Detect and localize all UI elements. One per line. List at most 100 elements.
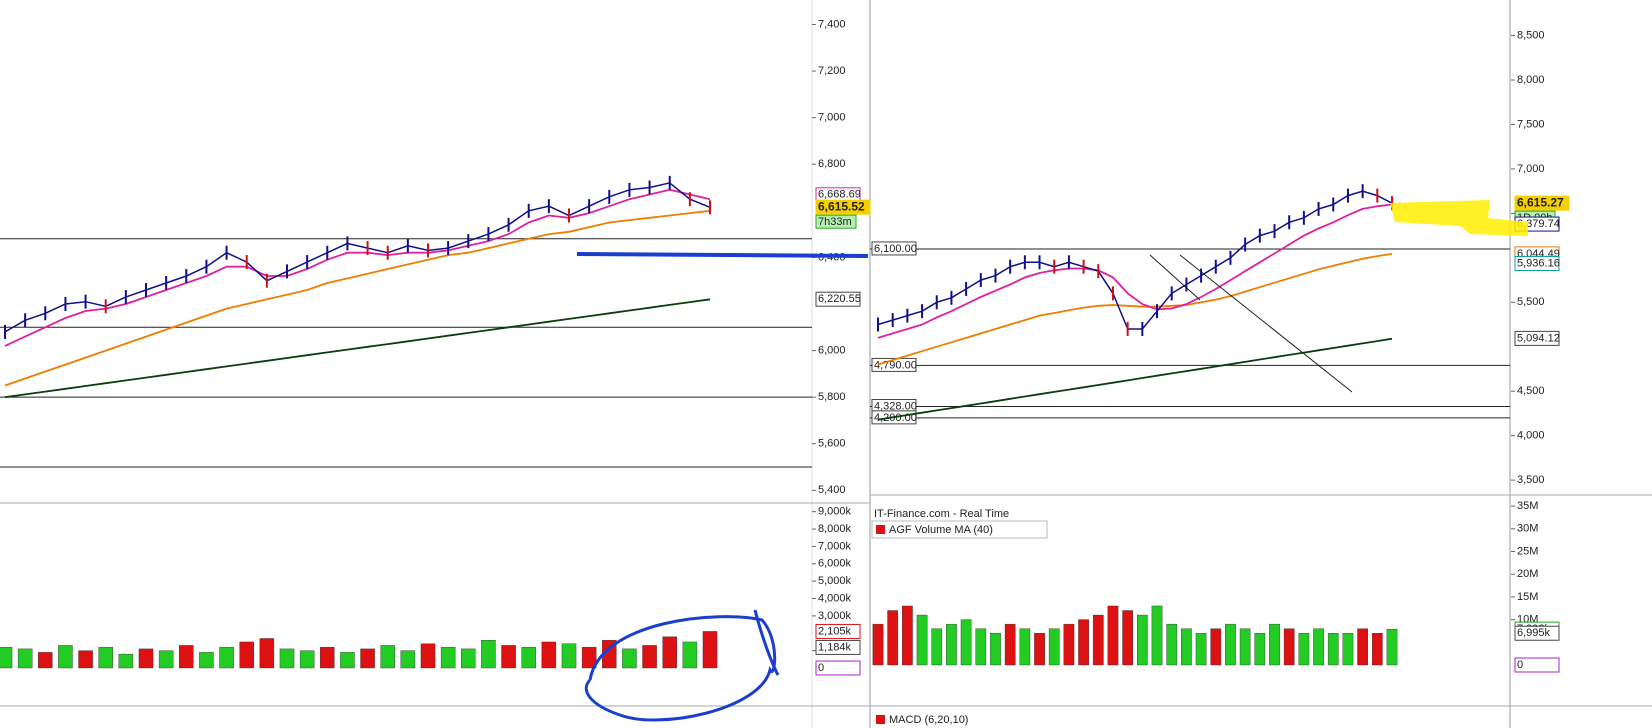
series-line <box>877 190 1393 330</box>
volume-bar <box>1181 628 1192 666</box>
level-label: 6,100.00 <box>874 243 917 255</box>
volume-bar <box>58 645 73 669</box>
volume-bar <box>1137 614 1148 666</box>
series-line <box>4 182 711 333</box>
volume-bar <box>279 648 295 669</box>
volume-bar <box>179 645 194 669</box>
volume-bar <box>1371 633 1383 666</box>
y-tick-label: 5,000k <box>818 575 852 587</box>
volume-bar <box>1063 623 1075 666</box>
volume-bar <box>17 648 33 669</box>
price-tag-box <box>815 660 861 676</box>
volume-title: AGF Volume MA (40) <box>889 524 993 536</box>
y-tick-label: 4,000k <box>818 592 852 604</box>
volume-bar <box>1313 628 1324 666</box>
volume-bar <box>622 648 637 669</box>
volume-bar <box>1004 623 1016 666</box>
volume-bar <box>1166 623 1178 666</box>
volume-bar <box>1386 628 1398 666</box>
price-tag: 5,936.16 <box>1517 257 1560 269</box>
volume-bar <box>400 650 416 669</box>
y-tick-label: 7,500 <box>1517 118 1545 130</box>
volume-bar <box>1078 619 1089 666</box>
timer: 7h33m <box>818 216 852 228</box>
volume-bar <box>259 638 275 669</box>
trend-line <box>1149 254 1201 301</box>
volume-bar <box>1357 628 1368 666</box>
y-tick-label: 30M <box>1517 523 1538 535</box>
y-tick-label: 5,600 <box>818 438 846 450</box>
volume-bar <box>1034 633 1045 666</box>
volume-bar <box>1298 633 1310 666</box>
price-tag: 6,615.27 <box>1517 195 1564 209</box>
series-line <box>4 188 711 347</box>
y-tick-label: 20M <box>1517 568 1538 580</box>
y-tick-label: 7,000 <box>1517 163 1545 175</box>
y-tick-label: 4,500 <box>1517 385 1545 397</box>
volume-bar <box>1239 628 1251 666</box>
volume-bar <box>1342 633 1354 666</box>
price-tag-box <box>1514 195 1570 211</box>
price-tag-box <box>815 623 861 639</box>
volume-bar <box>0 646 13 669</box>
volume-bar <box>916 614 928 666</box>
volume-title-box <box>871 520 1048 539</box>
price-tag: 6,668.69 <box>818 189 861 201</box>
volume-bar <box>931 628 943 666</box>
volume-bar <box>78 650 93 669</box>
y-tick-label: 15M <box>1517 591 1538 603</box>
y-tick-label: 8,000 <box>1517 74 1545 86</box>
y-tick-label: 9,000k <box>818 506 852 518</box>
volume-bar <box>1122 610 1133 666</box>
y-tick-label: 5,800 <box>818 391 846 403</box>
y-tick-label: 6,000k <box>818 558 852 570</box>
source-label: IT-Finance.com - Real Time <box>874 508 1009 520</box>
volume-bar <box>887 610 899 666</box>
y-tick-label: 35M <box>1517 500 1538 512</box>
volume-bar <box>990 633 1001 666</box>
drawn-ellipse <box>584 609 780 722</box>
volume-bar <box>1254 633 1266 666</box>
trend-line <box>1179 254 1353 393</box>
y-tick-label: 3,000k <box>818 610 852 622</box>
drawn-line <box>576 252 869 258</box>
y-tick-label: 8,500 <box>1517 29 1545 41</box>
volume-bar <box>960 619 972 666</box>
volume-bar <box>380 645 395 669</box>
series-line <box>877 337 1393 421</box>
series-line <box>877 253 1393 366</box>
volume-bar <box>360 648 375 669</box>
volume-bar <box>1048 628 1060 666</box>
volume-bar <box>521 646 536 669</box>
volume-bar <box>299 650 315 669</box>
volume-bar <box>1269 623 1280 666</box>
y-tick-label: 6,800 <box>818 158 846 170</box>
volume-bar <box>1225 623 1236 666</box>
price-tag-box <box>815 199 871 215</box>
level-label: 4,790.00 <box>874 359 917 371</box>
volume-bar <box>561 643 577 669</box>
y-tick-label: 7,400 <box>818 18 846 30</box>
volume-bar <box>946 623 957 666</box>
macd-icon <box>876 715 885 724</box>
volume-bar <box>219 646 234 669</box>
volume-bar <box>642 645 657 669</box>
price-tag: 0 <box>818 662 824 674</box>
volume-bar <box>1195 633 1207 666</box>
volume-bar <box>1283 628 1295 666</box>
price-tag-box <box>1514 625 1560 641</box>
y-tick-label: 5,400 <box>818 484 846 496</box>
volume-bar <box>340 652 355 669</box>
volume-bar <box>1107 605 1119 666</box>
volume-bar <box>581 646 597 669</box>
price-tag-box <box>1514 330 1560 346</box>
volume-bar <box>38 652 53 669</box>
price-tag: 0 <box>1517 659 1523 671</box>
price-tag-box <box>1514 657 1560 673</box>
y-tick-label: 3,500 <box>1517 474 1545 486</box>
volume-bar <box>702 631 718 669</box>
volume-bar <box>320 646 335 669</box>
volume-bar <box>481 640 496 669</box>
